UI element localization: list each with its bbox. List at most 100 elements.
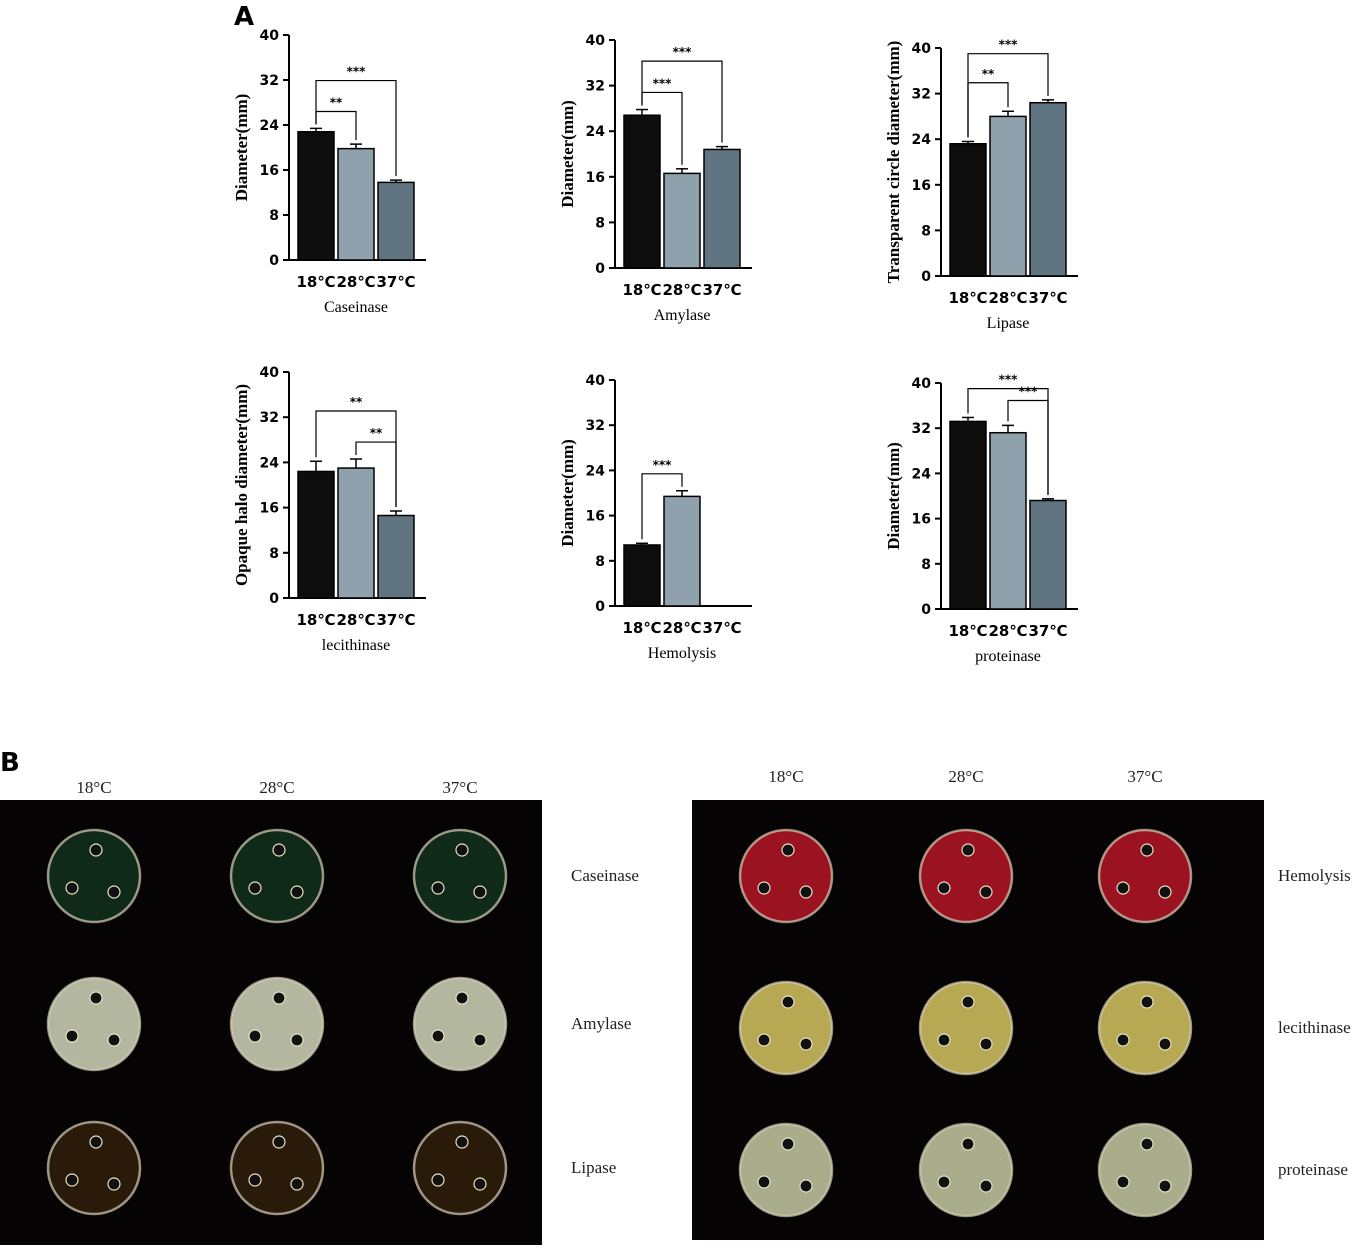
left-plate-2-0 <box>46 1120 142 1216</box>
left-plate-well-1-2-1 <box>431 1029 445 1043</box>
left-row-label-1: Amylase <box>571 1014 632 1033</box>
x-tick-label-5-1: 28℃ <box>988 622 1027 640</box>
y-tick-label-3-40: 40 <box>260 365 280 381</box>
bar-0-0 <box>297 131 335 261</box>
right-plate-well-0-2-0 <box>1140 843 1154 857</box>
left-plate-well-0-1-0 <box>272 843 286 857</box>
x-tick-label-4-2: 37℃ <box>702 619 741 637</box>
right-plate-1-1 <box>918 980 1014 1076</box>
y-axis-label-1: Diameter(mm) <box>558 100 577 208</box>
left-column-label-0: 18°C <box>76 778 112 797</box>
sig-bracket-5-1 <box>967 388 1049 495</box>
x-axis-label-4: Hemolysis <box>648 645 716 662</box>
left-plate-well-0-2-1 <box>431 881 445 895</box>
bar-2-2 <box>1029 101 1067 277</box>
x-tick-label-4-1: 28℃ <box>662 619 701 637</box>
y-tick-label-3-0: 0 <box>269 591 279 607</box>
right-plate-well-1-0-1 <box>757 1033 771 1047</box>
right-plate-2-2 <box>1097 1122 1193 1218</box>
panel-a-label: A <box>234 2 255 32</box>
y-tick-label-5-32: 32 <box>912 421 931 437</box>
x-axis-label-5: proteinase <box>975 648 1041 665</box>
y-tick-label-5-0: 0 <box>921 602 931 618</box>
right-plate-well-1-0-0 <box>781 995 795 1009</box>
left-plate-well-0-0-0 <box>89 843 103 857</box>
x-axis-label-0: Caseinase <box>324 299 388 316</box>
right-plate-well-1-1-1 <box>937 1033 951 1047</box>
x-tick-label-0-0: 18℃ <box>296 273 335 291</box>
right-plate-well-0-1-2 <box>979 885 993 899</box>
sig-label-1-0: *** <box>653 76 673 90</box>
left-plate-well-2-1-2 <box>290 1177 304 1191</box>
sig-label-5-1: *** <box>999 373 1019 387</box>
sig-label-0-0: ** <box>330 96 343 110</box>
right-plate-well-0-2-2 <box>1158 885 1172 899</box>
x-tick-label-0-2: 37℃ <box>376 273 415 291</box>
right-plate-2-0 <box>738 1122 834 1218</box>
right-plate-well-0-0-1 <box>757 881 771 895</box>
left-plate-photo <box>0 800 542 1245</box>
bar-2-1 <box>989 115 1027 277</box>
left-row-label-0: Caseinase <box>571 866 639 885</box>
bar-3-2 <box>377 514 415 599</box>
y-tick-label-1-0: 0 <box>595 261 605 277</box>
sig-bracket-2-1 <box>967 53 1049 138</box>
left-plate-well-2-2-2 <box>473 1177 487 1191</box>
left-plate-well-1-1-2 <box>290 1033 304 1047</box>
y-tick-label-3-24: 24 <box>260 455 280 471</box>
right-plate-well-2-0-2 <box>799 1179 813 1193</box>
x-tick-label-3-0: 18℃ <box>296 611 335 629</box>
right-plate-1-0 <box>738 980 834 1076</box>
bar-5-0 <box>949 420 987 610</box>
left-column-label-1: 28°C <box>259 778 295 797</box>
bar-3-1 <box>337 467 375 599</box>
left-row-label-2: Lipase <box>571 1158 617 1177</box>
right-row-label-2: proteinase <box>1278 1160 1348 1179</box>
left-plate-well-0-0-1 <box>65 881 79 895</box>
left-plate-well-0-0-2 <box>107 885 121 899</box>
left-plate-1-2 <box>412 976 508 1072</box>
y-tick-label-1-16: 16 <box>586 170 605 186</box>
bar-1-2 <box>703 148 741 269</box>
left-plate-well-1-0-0 <box>89 991 103 1005</box>
x-tick-label-2-0: 18℃ <box>948 289 987 307</box>
right-plate-1-2 <box>1097 980 1193 1076</box>
right-column-label-1: 28°C <box>948 767 984 786</box>
right-plate-0-0 <box>738 828 834 924</box>
bar-0-2 <box>377 181 415 261</box>
bar-0-1 <box>337 147 375 261</box>
x-tick-label-1-0: 18℃ <box>622 281 661 299</box>
sig-bracket-0-1 <box>315 79 397 177</box>
panel-b-label: B <box>0 748 20 778</box>
y-tick-label-1-8: 8 <box>595 215 605 231</box>
bar-5-1 <box>989 431 1027 610</box>
bar-4-1 <box>663 495 701 607</box>
bar-4-0 <box>623 544 661 607</box>
sig-label-3-1: ** <box>350 395 363 409</box>
right-plate-well-1-1-2 <box>979 1037 993 1051</box>
y-tick-label-2-0: 0 <box>921 269 931 285</box>
right-plate-well-2-2-0 <box>1140 1137 1154 1151</box>
left-plate-2-2 <box>412 1120 508 1216</box>
y-tick-label-5-16: 16 <box>912 512 931 528</box>
right-plate-well-2-0-0 <box>781 1137 795 1151</box>
y-tick-label-4-8: 8 <box>595 554 605 570</box>
sig-label-5-0: *** <box>1019 385 1039 399</box>
y-tick-label-4-0: 0 <box>595 599 605 615</box>
bar-3-0 <box>297 470 335 599</box>
right-plate-well-1-2-1 <box>1116 1033 1130 1047</box>
y-tick-label-5-8: 8 <box>921 557 931 573</box>
y-tick-label-0-8: 8 <box>269 208 279 224</box>
bar-1-1 <box>663 172 701 269</box>
left-plate-2-1 <box>229 1120 325 1216</box>
y-axis-label-3: Opaque halo diameter(mm) <box>232 384 251 586</box>
right-plate-well-1-0-2 <box>799 1037 813 1051</box>
right-column-label-2: 37°C <box>1127 767 1163 786</box>
x-axis-label-3: lecithinase <box>322 637 390 654</box>
left-plate-well-2-1-1 <box>248 1173 262 1187</box>
left-plate-well-0-1-1 <box>248 881 262 895</box>
right-plate-0-1 <box>918 828 1014 924</box>
right-plate-photo <box>692 800 1264 1240</box>
right-column-label-0: 18°C <box>768 767 804 786</box>
right-plate-2-1 <box>918 1122 1014 1218</box>
